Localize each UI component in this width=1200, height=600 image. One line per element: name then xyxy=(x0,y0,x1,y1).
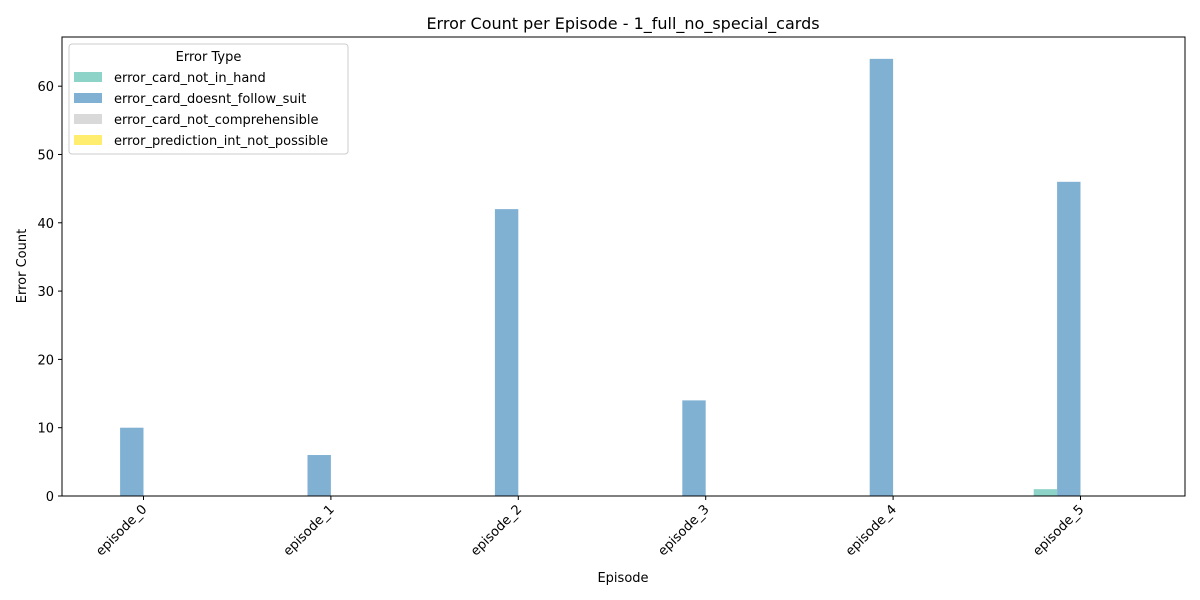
y-tick-label: 60 xyxy=(37,80,54,95)
legend-swatch-error_card_not_in_hand xyxy=(74,72,102,82)
y-tick-label: 10 xyxy=(37,422,54,437)
legend-label-error_card_doesnt_follow_suit: error_card_doesnt_follow_suit xyxy=(114,92,306,107)
y-tick-label: 40 xyxy=(37,217,54,232)
bar-error_card_doesnt_follow_suit-episode_2 xyxy=(495,209,518,496)
y-tick-label: 20 xyxy=(37,353,54,368)
y-axis-label: Error Count xyxy=(15,229,30,303)
legend-label-error_card_not_in_hand: error_card_not_in_hand xyxy=(114,71,266,86)
y-tick-label: 50 xyxy=(37,148,54,163)
bar-error_card_doesnt_follow_suit-episode_3 xyxy=(682,400,705,496)
y-tick-label: 0 xyxy=(46,490,54,505)
legend: Error Type error_card_not_in_hand error_ca… xyxy=(69,44,348,154)
bar-error_card_doesnt_follow_suit-episode_5 xyxy=(1057,182,1080,496)
legend-swatch-error_prediction_int_not_possible xyxy=(74,135,102,145)
bar-error_card_doesnt_follow_suit-episode_0 xyxy=(120,428,143,496)
legend-swatch-error_card_doesnt_follow_suit xyxy=(74,93,102,103)
chart-title: Error Count per Episode - 1_full_no_spec… xyxy=(426,14,819,34)
legend-swatch-error_card_not_comprehensible xyxy=(74,114,102,124)
bar-error_card_doesnt_follow_suit-episode_1 xyxy=(308,455,331,496)
legend-title: Error Type xyxy=(176,50,242,65)
legend-label-error_card_not_comprehensible: error_card_not_comprehensible xyxy=(114,113,319,128)
bar-error_card_doesnt_follow_suit-episode_4 xyxy=(870,59,893,496)
x-axis-label: Episode xyxy=(597,571,648,586)
bar-error_card_not_in_hand-episode_5 xyxy=(1034,489,1057,496)
legend-label-error_prediction_int_not_possible: error_prediction_int_not_possible xyxy=(114,134,328,149)
y-tick-label: 30 xyxy=(37,285,54,300)
